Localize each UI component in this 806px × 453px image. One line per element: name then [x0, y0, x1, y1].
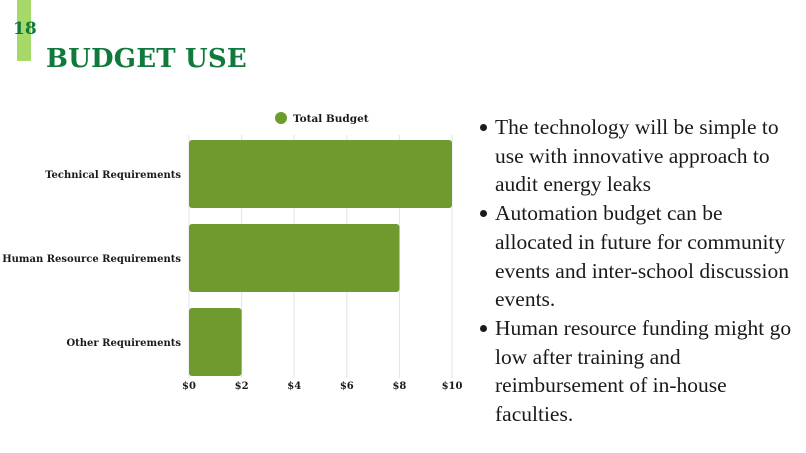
bullet-item: Human resource funding might go low afte…	[476, 314, 804, 429]
x-tick-label: $0	[182, 381, 196, 392]
bar	[189, 308, 242, 376]
x-tick-label: $2	[235, 381, 249, 392]
legend-label: Total Budget	[293, 113, 369, 125]
x-tick-label: $6	[340, 381, 354, 392]
bar	[189, 140, 452, 208]
budget-bar-chart: Technical Requirements Human Resource Req…	[2, 112, 463, 392]
legend-swatch	[275, 112, 287, 124]
bar	[189, 224, 400, 292]
x-tick-label: $4	[287, 381, 301, 392]
accent-bar	[17, 0, 31, 61]
bullet-item: The technology will be simple to use wit…	[476, 113, 804, 199]
x-tick-label: $10	[442, 381, 463, 392]
bullet-item: Automation budget can be allocated in fu…	[476, 199, 804, 314]
slide-number: 18	[13, 19, 37, 39]
category-label: Technical Requirements	[45, 170, 181, 181]
x-tick-label: $8	[392, 381, 406, 392]
category-label: Human Resource Requirements	[2, 254, 181, 265]
bullet-list: The technology will be simple to use wit…	[476, 113, 804, 429]
page-title: BUDGET USE	[46, 44, 247, 74]
category-label: Other Requirements	[66, 338, 181, 349]
